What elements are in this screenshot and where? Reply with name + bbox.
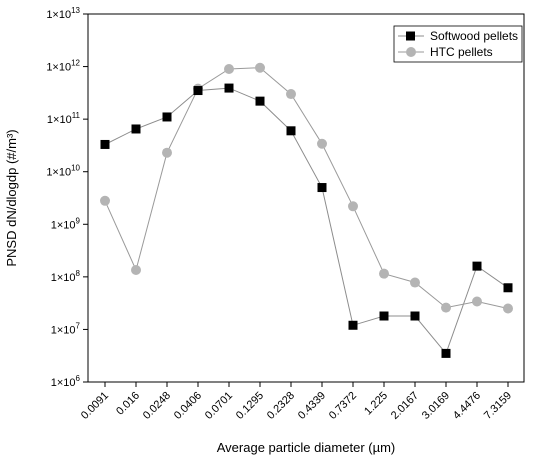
legend-marker-softwood: [406, 31, 415, 41]
y-tick-label: 1×1012: [46, 59, 80, 74]
x-tick-label: 0.0248: [141, 390, 173, 422]
y-tick-label: 1×108: [51, 269, 81, 284]
x-tick-label: 0.7372: [327, 390, 359, 422]
x-tick-label: 2.0167: [389, 390, 421, 422]
data-point-softwood: [100, 139, 110, 149]
x-tick-label: 0.2328: [265, 390, 297, 422]
plot-frame: [87, 13, 525, 383]
series-line-1: [104, 67, 509, 309]
y-axis: 1×106 1×107 1×108 1×109 1×1010 1×1011 1×1012 1×…: [46, 6, 88, 389]
data-point-softwood: [441, 348, 451, 358]
y-tick-label: 1×1010: [46, 164, 80, 179]
data-point-htc: [255, 62, 265, 73]
data-point-htc: [131, 265, 141, 276]
data-point-htc: [410, 277, 420, 288]
data-point-htc: [503, 303, 513, 314]
data-point-softwood: [255, 96, 265, 106]
x-tick-label: 0.0406: [172, 390, 204, 422]
data-point-htc: [317, 138, 327, 149]
x-axis: 0.0091 0.0160.02480.04060.07010.12950.232…: [79, 382, 514, 422]
data-point-htc: [286, 89, 296, 100]
legend-box: [393, 25, 523, 63]
data-point-softwood: [348, 320, 358, 330]
data-point-softwood: [317, 183, 327, 193]
y-tick-label: 1×109: [51, 216, 81, 231]
data-point-softwood: [472, 261, 482, 271]
x-axis-title: Average particle diameter (µm): [217, 440, 395, 455]
data-point-softwood: [131, 124, 141, 134]
data-point-htc: [162, 147, 172, 158]
x-tick-label: 7.3159: [482, 390, 514, 422]
y-tick-label: 1×107: [51, 321, 81, 336]
y-tick-label: 1×1013: [46, 6, 80, 21]
legend-marker-htc: [406, 47, 416, 57]
x-tick-label: 0.4339: [296, 390, 328, 422]
data-point-htc: [472, 296, 482, 307]
data-point-softwood: [379, 311, 389, 321]
data-point-softwood: [162, 112, 172, 122]
y-axis-title: PNSD dN/dlogdp (#/m³): [4, 129, 19, 266]
x-tick-label: 3.0169: [420, 390, 452, 422]
x-tick-label: 4.4476: [451, 390, 483, 422]
legend-label-softwood: Softwood pellets: [430, 29, 518, 43]
x-tick-label: 0.1295: [234, 390, 266, 422]
series-lines: [104, 67, 509, 355]
y-tick-label: 1×106: [51, 374, 81, 389]
data-point-htc: [348, 201, 358, 212]
legend: Softwood pellets HTC pellets: [393, 25, 523, 63]
legend-label-htc: HTC pellets: [430, 45, 493, 59]
x-tick-label: 0.016: [114, 390, 142, 418]
y-tick-label: 1×1011: [47, 111, 81, 126]
x-tick-label: 1.225: [362, 390, 390, 418]
data-point-softwood: [193, 86, 203, 96]
data-point-htc: [441, 302, 451, 313]
data-point-htc: [379, 268, 389, 279]
data-point-softwood: [286, 126, 296, 136]
data-point-htc: [224, 63, 234, 74]
data-point-softwood: [224, 83, 234, 93]
series-line-0: [104, 87, 509, 355]
series-markers: [100, 62, 513, 358]
x-tick-label: 0.0091: [79, 390, 111, 422]
data-point-softwood: [410, 311, 420, 321]
data-point-softwood: [503, 283, 513, 293]
data-point-htc: [100, 195, 110, 206]
x-tick-label: 0.0701: [203, 390, 235, 422]
